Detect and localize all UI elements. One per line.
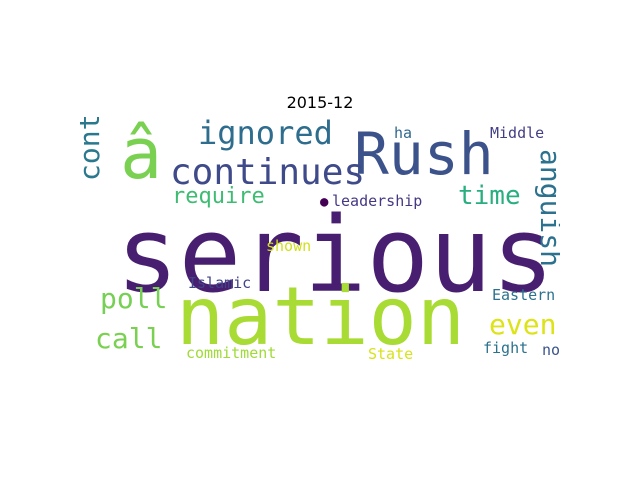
- word-require: require: [172, 184, 265, 209]
- word-eastern: Eastern: [492, 286, 556, 304]
- word-state: State: [368, 345, 414, 363]
- word-fight: fight: [483, 339, 529, 357]
- word-bullet: ●: [320, 194, 329, 210]
- word-a-circumflex: â: [120, 117, 163, 195]
- word-ha: ha: [394, 124, 413, 142]
- word-rush: Rush: [354, 120, 494, 188]
- word-poll: poll: [100, 282, 168, 315]
- word-anguish: anguish: [534, 149, 560, 268]
- word-now: now: [542, 341, 560, 359]
- word-shown: shown: [266, 237, 312, 255]
- word-time: time: [458, 181, 521, 211]
- word-continues: continues: [170, 152, 366, 193]
- word-leadership: leadership: [332, 192, 423, 210]
- word-call: call: [95, 322, 163, 355]
- word-commitment: commitment: [186, 344, 277, 362]
- word-ignored: ignored: [198, 117, 333, 152]
- word-even: even: [489, 308, 557, 341]
- word-content: content: [80, 117, 106, 181]
- word-middle: Middle: [490, 124, 545, 142]
- word-nation: nation: [176, 270, 465, 363]
- word-serious: serious: [116, 194, 555, 316]
- word-cloud: serious nation Rush â continues ignored …: [80, 117, 560, 367]
- word-islamic: Islamic: [188, 274, 252, 292]
- figure-title: 2015-12: [286, 93, 354, 112]
